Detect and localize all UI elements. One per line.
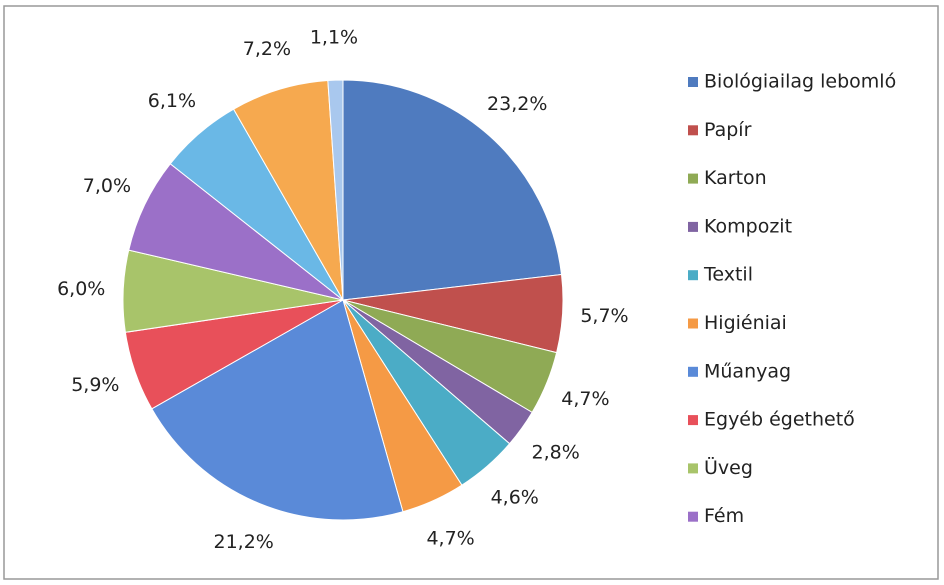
data-label: 4,7%	[426, 527, 474, 549]
legend-label: Fém	[704, 505, 744, 527]
data-label: 5,9%	[71, 374, 119, 396]
legend-swatch	[688, 318, 698, 329]
legend-label: Biológiailag lebomló	[704, 71, 896, 93]
legend-swatch	[688, 463, 698, 474]
data-label: 5,7%	[580, 305, 628, 327]
legend-swatch	[688, 270, 698, 281]
legend-swatch	[688, 173, 698, 184]
data-label: 21,2%	[214, 531, 274, 553]
legend-label: Karton	[704, 167, 767, 189]
legend-label: Higiéniai	[704, 312, 787, 334]
legend-label: Textil	[703, 264, 753, 286]
legend-swatch	[688, 415, 698, 426]
legend-label: Egyéb égethető	[704, 409, 855, 431]
pie-slice	[327, 79, 344, 301]
pie-slice	[342, 79, 563, 301]
legend-label: Műanyag	[704, 360, 791, 382]
legend-label: Kompozit	[704, 215, 792, 237]
legend-swatch	[688, 366, 698, 377]
legend-swatch	[688, 125, 698, 136]
data-label: 23,2%	[487, 93, 547, 115]
data-label: 1,1%	[310, 27, 358, 49]
pie-slice	[232, 79, 344, 301]
legend-label: Üveg	[704, 456, 753, 479]
data-label: 4,7%	[561, 388, 609, 410]
legend-label: Papír	[704, 119, 752, 141]
legend-swatch	[688, 221, 698, 232]
pie-slice	[151, 299, 404, 521]
data-label: 7,0%	[83, 175, 131, 197]
data-label: 4,6%	[491, 486, 539, 508]
legend-swatch	[688, 77, 698, 87]
data-label: 6,0%	[57, 278, 105, 300]
data-label: 2,8%	[531, 442, 579, 464]
legend-swatch	[688, 511, 698, 522]
data-label: 6,1%	[148, 90, 196, 112]
data-label: 7,2%	[243, 38, 291, 60]
